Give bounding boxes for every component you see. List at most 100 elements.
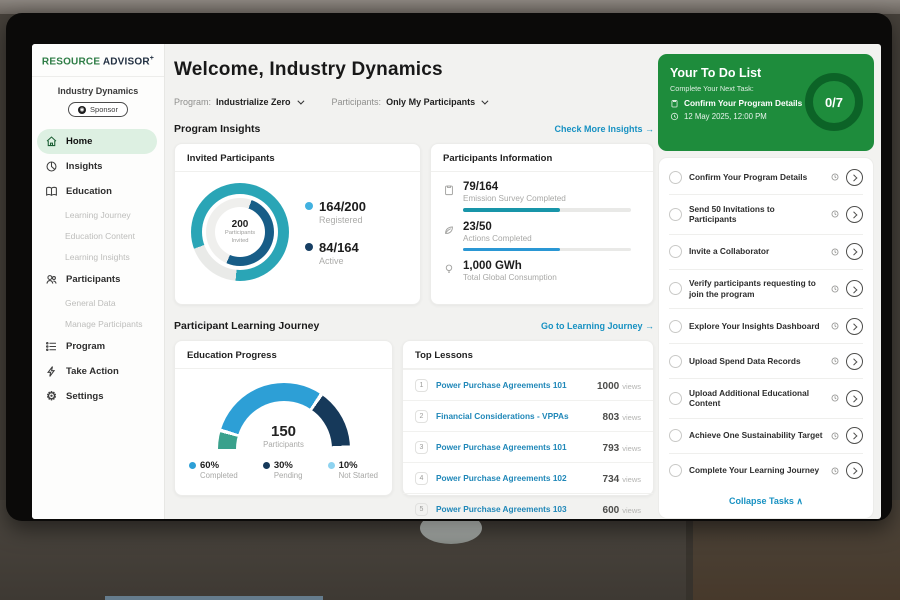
background-blue-strip (105, 596, 323, 600)
education-progress-legend: 60% Completed 30% Pending 10% Not Starte… (175, 460, 392, 480)
invited-participants-donut-chart: 200 Participants Invited (191, 183, 289, 281)
task-open-button[interactable] (846, 352, 863, 370)
legend-active: 84/164 Active (305, 240, 366, 266)
check-more-insights-link[interactable]: Check More Insights → (554, 124, 654, 134)
todo-task-row[interactable]: Upload Additional Educational Content (669, 378, 863, 418)
task-checkbox[interactable] (669, 245, 682, 259)
sponsor-badge[interactable]: ◉ Sponsor (68, 102, 128, 118)
sidebar-item-insights[interactable]: Insights (32, 154, 164, 179)
chevron-down-icon (481, 97, 489, 105)
task-checkbox[interactable] (669, 282, 682, 296)
top-lessons-card: Top Lessons 1 Power Purchase Agreements … (402, 340, 654, 516)
participants-filter[interactable]: Participants: Only My Participants (332, 92, 489, 110)
sidebar-item-general-data[interactable]: General Data (65, 297, 116, 308)
task-open-button[interactable] (846, 427, 863, 445)
leaf-icon (445, 226, 453, 234)
lesson-rank: 3 (415, 440, 428, 454)
todo-task-row[interactable]: Explore Your Insights Dashboard (669, 308, 863, 343)
task-checkbox[interactable] (669, 464, 682, 478)
todo-task-row[interactable]: Send 50 Invitations to Participants (669, 194, 863, 234)
background-wall-top (0, 0, 900, 14)
clock-icon (831, 394, 839, 402)
sidebar-item-program[interactable]: Program (32, 334, 164, 359)
clock-icon (831, 322, 839, 330)
lesson-row[interactable]: 5 Power Purchase Agreements 103 600 views (403, 493, 653, 519)
program-filter[interactable]: Program: Industrialize Zero (174, 92, 304, 110)
task-open-button[interactable] (846, 280, 863, 298)
legend-dot (305, 202, 313, 210)
page-title: Welcome, Industry Dynamics (174, 59, 443, 80)
todo-task-row[interactable]: Achieve One Sustainability Target (669, 417, 863, 453)
legend-dot (305, 243, 313, 251)
task-open-button[interactable] (846, 462, 863, 480)
card-title: Top Lessons (403, 341, 653, 369)
task-checkbox[interactable] (669, 207, 682, 221)
sidebar: RESOURCE ADVISOR+ Industry Dynamics ◉ Sp… (32, 44, 165, 519)
legend-dot (189, 462, 196, 469)
sidebar-item-learning-journey[interactable]: Learning Journey (65, 209, 131, 220)
sidebar-nav: Home Insights Education Learning Journey… (32, 129, 164, 409)
lesson-row[interactable]: 4 Power Purchase Agreements 102 734 views (403, 462, 653, 493)
todo-hero-card: Your To Do List Complete Your Next Task:… (658, 54, 874, 151)
legend-dot (262, 462, 270, 469)
sidebar-item-learning-insights[interactable]: Learning Insights (65, 251, 130, 262)
lesson-row[interactable]: 3 Power Purchase Agreements 101 793 views (403, 431, 653, 462)
clipboard-icon (671, 99, 678, 107)
todo-task-row[interactable]: Verify participants requesting to join t… (669, 268, 863, 309)
emission-progress-bar (463, 208, 631, 212)
sidebar-item-take-action[interactable]: Take Action (32, 359, 164, 384)
task-open-button[interactable] (846, 317, 863, 335)
participants-information-card: Participants Information 79/164 Emission… (430, 143, 654, 305)
task-open-button[interactable] (846, 389, 863, 407)
clock-icon (831, 357, 839, 365)
task-checkbox[interactable] (669, 354, 682, 368)
book-icon (46, 187, 57, 197)
lesson-rank: 5 (415, 502, 428, 516)
clock-icon (831, 285, 839, 293)
clock-icon (670, 112, 679, 121)
logo-plus: + (149, 55, 155, 62)
lesson-row[interactable]: 2 Financial Considerations - VPPAs 803 vi… (403, 400, 653, 431)
task-checkbox[interactable] (669, 429, 682, 443)
task-checkbox[interactable] (669, 319, 682, 333)
clock-icon (831, 248, 839, 256)
todo-task-row[interactable]: Invite a Collaborator (669, 233, 863, 269)
gear-icon: ⚙ (46, 389, 57, 404)
sidebar-item-settings[interactable]: ⚙ Settings (46, 389, 104, 404)
action-bolt-icon (47, 366, 56, 378)
sidebar-item-education[interactable]: Education (32, 179, 164, 204)
legend-registered: 164/200 Registered (305, 199, 366, 225)
stat-actions-completed: 23/50 Actions Completed (443, 221, 639, 251)
sponsor-icon: ◉ (78, 105, 87, 114)
card-title: Education Progress (175, 341, 392, 369)
home-icon (46, 136, 57, 147)
gauge-center-label: 150 Participants (263, 423, 304, 449)
survey-clipboard-icon (445, 185, 453, 196)
stat-emission-survey: 79/164 Emission Survey Completed (443, 181, 639, 212)
task-open-button[interactable] (846, 205, 863, 223)
legend-pending: 30% Pending (262, 460, 302, 480)
insights-pie-icon (46, 161, 57, 172)
todo-task-row[interactable]: Complete Your Learning Journey (669, 452, 863, 488)
org-name: Industry Dynamics (57, 86, 139, 97)
legend-completed: 60% Completed (189, 460, 238, 480)
sidebar-item-participants[interactable]: Participants (32, 267, 164, 292)
todo-task-row[interactable]: Upload Spend Data Records (669, 343, 863, 378)
sidebar-item-education-content[interactable]: Education Content (65, 230, 135, 241)
app-logo: RESOURCE ADVISOR+ (32, 44, 164, 78)
lesson-row[interactable]: 1 Power Purchase Agreements 101 1000 view… (403, 369, 653, 400)
lesson-rank: 2 (415, 409, 428, 423)
clock-icon (831, 467, 839, 475)
task-checkbox[interactable] (669, 170, 682, 184)
task-checkbox[interactable] (669, 391, 682, 405)
sidebar-item-manage-participants[interactable]: Manage Participants (65, 318, 143, 329)
sidebar-item-home[interactable]: Home (37, 129, 157, 155)
todo-task-row[interactable]: Confirm Your Program Details (669, 160, 863, 194)
stat-total-consumption: 1,000 GWh Total Global Consumption (443, 260, 639, 282)
card-title: Participants Information (431, 144, 653, 172)
task-open-button[interactable] (846, 168, 863, 186)
task-open-button[interactable] (846, 243, 863, 261)
go-to-learning-journey-link[interactable]: Go to Learning Journey → (540, 321, 654, 331)
collapse-tasks-link[interactable]: Collapse Tasks ∧ (729, 495, 803, 506)
lesson-rank: 4 (415, 471, 428, 485)
